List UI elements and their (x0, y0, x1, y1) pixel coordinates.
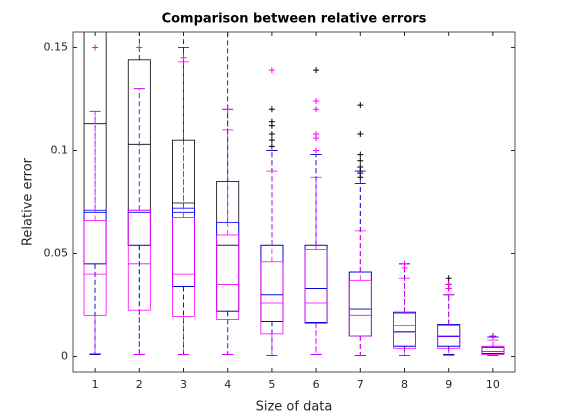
x-tick-label: 6 (313, 378, 320, 391)
x-tick-label: 10 (486, 378, 500, 391)
outlier (313, 67, 320, 74)
outlier (268, 67, 275, 74)
outlier (357, 163, 364, 170)
outlier (313, 106, 320, 113)
outlier (224, 106, 231, 113)
outlier (268, 106, 275, 113)
marks (83, 32, 505, 356)
outlier (445, 275, 452, 282)
x-tick-label: 4 (224, 378, 231, 391)
axes-box (72, 31, 516, 373)
outlier (489, 332, 496, 339)
box (393, 312, 416, 349)
outlier (313, 98, 320, 105)
outlier (313, 147, 320, 154)
outlier (357, 151, 364, 158)
outlier (268, 131, 275, 137)
y-tick-label: 0.15 (44, 40, 69, 53)
outlier (401, 260, 408, 267)
x-tick-label: 7 (357, 378, 364, 391)
outlier (268, 137, 275, 144)
x-tick-label: 1 (92, 378, 99, 391)
outlier (268, 118, 275, 125)
box (348, 279, 372, 337)
x-tick-label: 2 (136, 378, 143, 391)
box (260, 261, 284, 335)
outlier (313, 131, 320, 137)
y-tick-label: 0.1 (51, 143, 69, 156)
box (481, 345, 505, 355)
outlier (180, 54, 187, 61)
x-tick-label: 8 (401, 378, 408, 391)
x-tick-label: 9 (445, 378, 452, 391)
x-tick-label: 5 (268, 378, 275, 391)
y-tick-label: 0.05 (44, 247, 69, 260)
y-tick-label: 0 (61, 350, 68, 363)
x-axis-label: Size of data (256, 400, 333, 415)
box (304, 248, 328, 324)
outlier (357, 102, 364, 109)
outlier (136, 44, 143, 51)
box (83, 220, 107, 316)
chart-title: Comparison between relative errors (162, 12, 427, 27)
x-tick-label: 3 (180, 378, 187, 391)
box (172, 217, 195, 317)
y-axis-label: Relative error (21, 157, 36, 246)
outlier (357, 131, 364, 137)
outlier (268, 143, 275, 150)
box (216, 234, 240, 320)
outlier (445, 281, 452, 288)
box (127, 209, 151, 311)
outlier (357, 157, 364, 164)
outlier (92, 44, 99, 51)
box (437, 325, 461, 349)
plot-area (73, 32, 515, 372)
